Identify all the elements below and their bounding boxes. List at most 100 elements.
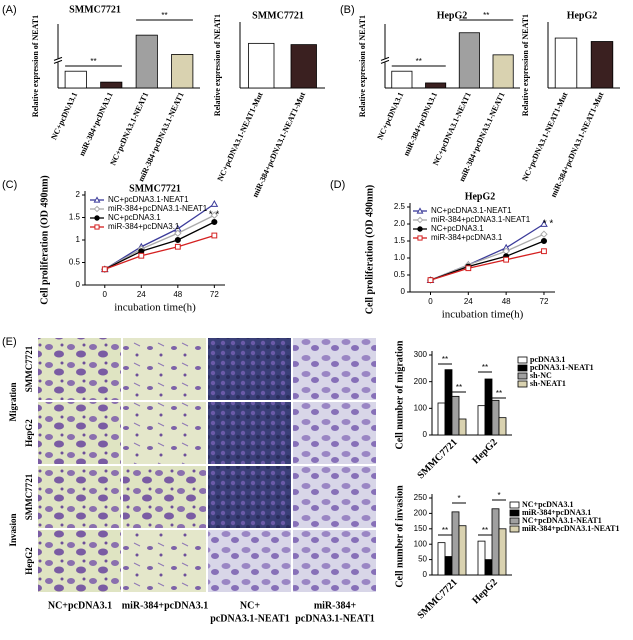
marker xyxy=(540,237,548,245)
y-tick-label: 250 xyxy=(414,493,428,502)
marker xyxy=(211,218,218,226)
marker xyxy=(174,236,181,244)
y-axis-label: Relative expression of NEAT1 xyxy=(31,15,40,117)
micrograph-grid xyxy=(38,338,376,592)
micrograph xyxy=(293,338,376,400)
y-axis-label: Relative expression of NEAT1 xyxy=(521,14,530,116)
bar xyxy=(451,511,460,576)
row-label: HepG2 xyxy=(24,419,34,447)
bar xyxy=(135,34,158,89)
marker xyxy=(138,252,145,259)
legend-label: NC+pcDNA3.1-NEAT1 xyxy=(431,206,512,215)
column-label: miR-384+pcDNA3.1 xyxy=(122,600,209,611)
bar xyxy=(290,44,317,89)
x-tick-label: 72 xyxy=(540,297,549,306)
column-label: NC+pcDNA3.1 xyxy=(48,600,112,611)
y-tick-label: 0 xyxy=(76,280,81,289)
marker xyxy=(211,232,218,239)
y-tick-label: 0.5 xyxy=(394,270,406,279)
x-tick-label: SMMC7721 xyxy=(415,437,459,481)
annotation: * * xyxy=(543,219,554,230)
chart-title: SMMC7721 xyxy=(252,10,304,21)
legend-swatch xyxy=(509,517,520,525)
x-axis-label: incubation time(h) xyxy=(442,309,524,321)
y-tick-label: 300 xyxy=(414,350,428,359)
legend-swatch xyxy=(517,380,528,388)
bar xyxy=(590,41,614,89)
annotation: ** xyxy=(496,389,502,398)
panel-label: (E) xyxy=(2,336,17,348)
micrograph xyxy=(208,338,291,400)
series-line xyxy=(104,214,215,270)
y-tick-label: 150 xyxy=(414,524,428,533)
bar xyxy=(492,54,514,89)
bar xyxy=(451,395,460,436)
legend-swatch xyxy=(517,364,528,372)
micrograph xyxy=(123,402,206,464)
micrograph xyxy=(38,466,121,528)
x-tick-label: 24 xyxy=(464,297,473,306)
legend-label: miR-384+pcDNA3.1-NEAT1 xyxy=(108,204,208,213)
annotation: * xyxy=(457,494,460,503)
y-axis-label: Cell number of migration xyxy=(394,340,405,449)
chart-title: HepG2 xyxy=(437,10,468,21)
y-tick-label: 2.5 xyxy=(394,202,406,211)
marker xyxy=(427,277,434,284)
annotation: ** xyxy=(482,526,488,535)
legend-swatch xyxy=(517,356,528,364)
y-tick-label: 200 xyxy=(414,377,428,386)
y-tick-label: 2.0 xyxy=(394,219,406,228)
bar xyxy=(554,37,578,89)
marker xyxy=(540,230,548,238)
marker xyxy=(93,196,101,203)
chart-title: SMMC7721 xyxy=(69,4,121,15)
legend-label: pcDNA3.1 xyxy=(530,355,565,364)
group-label: Migration xyxy=(8,383,18,422)
axis-break-mark xyxy=(380,56,390,61)
x-tick-label: 0 xyxy=(428,297,433,306)
bar xyxy=(444,556,453,576)
legend-label: NC+pcDNA3.1-NEAT1 xyxy=(522,516,602,525)
panel-label: (A) xyxy=(2,4,17,16)
marker xyxy=(417,226,423,232)
bar xyxy=(458,525,467,576)
y-tick-label: 1.5 xyxy=(394,236,406,245)
y-tick-label: 1.0 xyxy=(394,253,406,262)
x-tick-label: NC+pcDNA3.1-NEAT1 xyxy=(108,91,150,167)
bar xyxy=(437,542,446,576)
legend-label: pcDNA3.1-NEAT1 xyxy=(530,363,594,372)
bar xyxy=(491,508,500,576)
bar xyxy=(491,399,500,436)
annotation: * * xyxy=(209,210,220,221)
y-tick-label: 0 xyxy=(423,570,428,579)
legend-label: NC+pcDNA3.1 xyxy=(431,224,484,233)
x-tick-label: 72 xyxy=(210,290,219,299)
x-tick-label: miR-384+pcDNA3.1 xyxy=(402,91,439,158)
marker xyxy=(174,243,181,250)
legend-swatch xyxy=(509,525,520,533)
bar xyxy=(100,81,123,89)
axis-break-mark xyxy=(53,59,63,64)
x-tick-label: HepG2 xyxy=(470,437,499,466)
x-tick-label: 24 xyxy=(137,290,146,299)
legend-label: NC+pcDNA3.1 xyxy=(522,500,573,509)
bar xyxy=(171,54,194,89)
series-line xyxy=(104,221,215,270)
micrograph xyxy=(208,402,291,464)
micrograph xyxy=(38,338,121,400)
x-tick-label: miR-384+pcDNA3.1 xyxy=(77,91,114,158)
panel-label: (C) xyxy=(2,179,17,191)
marker xyxy=(94,224,100,230)
marker xyxy=(93,205,101,213)
bar xyxy=(484,559,493,576)
annotation: ** xyxy=(456,383,462,392)
chart-title: HepG2 xyxy=(567,10,598,21)
panel-label: (B) xyxy=(340,4,355,16)
legend-label: miR-384+pcDNA3.1-NEAT1 xyxy=(431,215,531,224)
annotation: ** xyxy=(90,57,96,66)
marker xyxy=(210,199,219,207)
y-tick-label: 0 xyxy=(401,287,406,296)
series-line xyxy=(430,240,545,281)
micrograph xyxy=(293,530,376,592)
